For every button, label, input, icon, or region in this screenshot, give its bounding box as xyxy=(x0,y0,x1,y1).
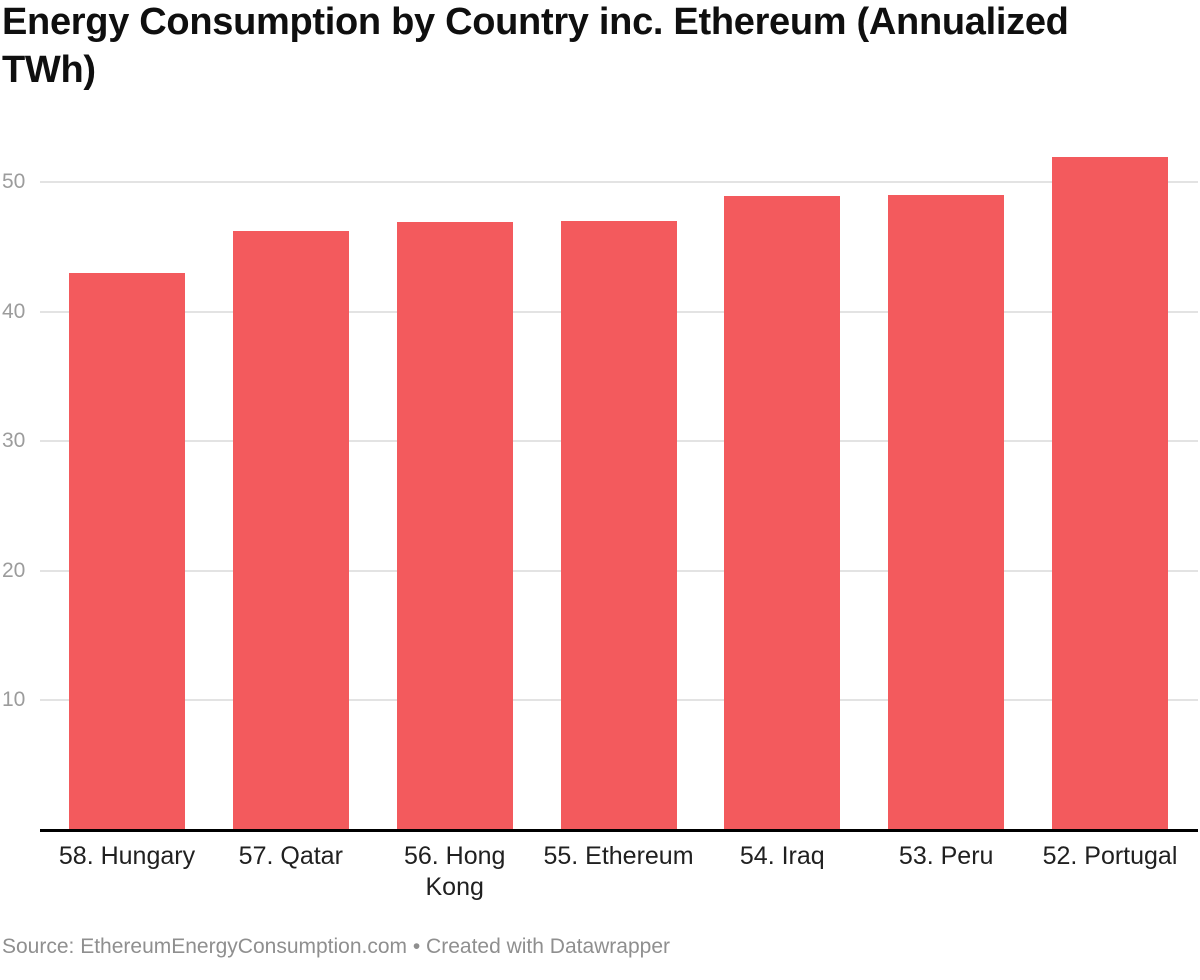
x-axis-category-label: 57. Qatar xyxy=(238,842,343,870)
x-axis-category-label: 53. Peru xyxy=(898,842,994,870)
x-axis-category-label: 52. Portugal xyxy=(1042,842,1178,870)
y-axis-tick-label: 50 xyxy=(2,170,26,193)
x-axis-category-label: 58. Hungary xyxy=(58,842,196,870)
bar-iraq[interactable] xyxy=(724,196,841,830)
bar-hungary[interactable] xyxy=(69,272,185,830)
bar-ethereum[interactable] xyxy=(560,220,677,830)
bar-portugal[interactable] xyxy=(1052,157,1168,830)
bar-peru[interactable] xyxy=(888,195,1005,830)
y-axis-tick-label: 10 xyxy=(2,688,26,712)
source-note: Source: EthereumEnergyConsumption.com • … xyxy=(2,935,671,958)
x-axis-category-label: 54. Iraq xyxy=(739,842,825,870)
y-gridline-50 xyxy=(40,181,1198,183)
chart-title: Energy Consumption by Country inc. Ether… xyxy=(2,1,1069,91)
x-axis-category-label: 55. Ethereum xyxy=(543,842,694,870)
bar-qatar[interactable] xyxy=(232,231,349,830)
bar-hong-kong[interactable] xyxy=(396,222,513,830)
x-axis-category-label: 56. Hong Kong xyxy=(403,842,506,901)
y-axis-tick-label: 20 xyxy=(2,558,26,582)
y-axis-tick-label: 40 xyxy=(2,299,26,323)
x-axis-line xyxy=(40,829,1198,832)
y-axis-tick-label: 30 xyxy=(2,429,26,453)
